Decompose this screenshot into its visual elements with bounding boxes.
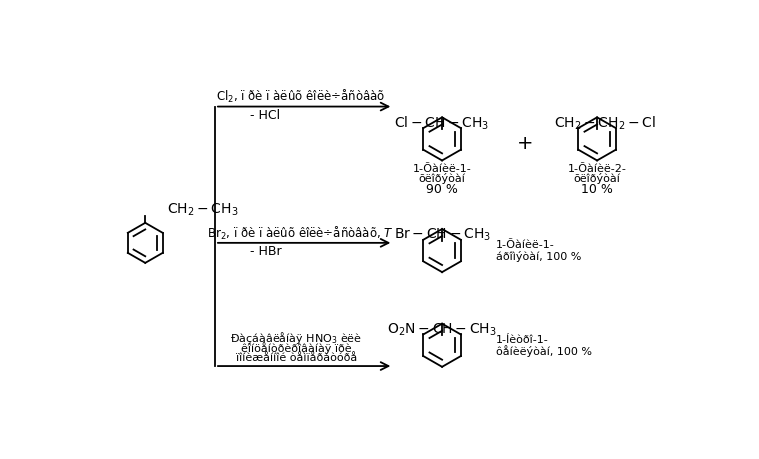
Text: õëîðýòàí: õëîðýòàí: [419, 173, 465, 184]
Text: - HBr: - HBr: [250, 245, 282, 257]
Text: êîíöåíòðèðîâàíàÿ ïðè: êîíöåíòðèðîâàíàÿ ïðè: [241, 341, 351, 353]
Text: õëîðýòàí: õëîðýòàí: [574, 173, 621, 184]
Text: $\mathregular{Br_2}$, ï ðè ï àëûõ êîëè÷åñòâàõ, $\mathit{T}$: $\mathregular{Br_2}$, ï ðè ï àëûõ êîëè÷å…: [207, 224, 394, 241]
Text: $\mathregular{Br-CH-CH_3}$: $\mathregular{Br-CH-CH_3}$: [394, 226, 490, 242]
Text: $\mathregular{Cl-CH-CH_3}$: $\mathregular{Cl-CH-CH_3}$: [395, 114, 490, 131]
Text: Ðàçáàâëåíàÿ HNO$_3$ èëè: Ðàçáàâëåíàÿ HNO$_3$ èëè: [230, 329, 362, 345]
Text: 1-Õàíèë-1-: 1-Õàíèë-1-: [496, 240, 555, 250]
Text: ïîíèæåííîé òåìïåðàòóðå: ïîíèæåííîé òåìïåðàòóðå: [236, 352, 357, 362]
Text: 10 %: 10 %: [581, 182, 613, 195]
Text: áðîìýòàí, 100 %: áðîìýòàí, 100 %: [496, 250, 581, 261]
Text: +: +: [517, 134, 534, 153]
Text: $\mathregular{CH_2-CH_3}$: $\mathregular{CH_2-CH_3}$: [167, 202, 238, 218]
Text: 1-Íèòðî-1-: 1-Íèòðî-1-: [496, 334, 549, 344]
Text: $\mathregular{Cl_2}$, ï ðè ï àëûõ êîëè÷åñòâàõ: $\mathregular{Cl_2}$, ï ðè ï àëûõ êîëè÷å…: [216, 88, 385, 105]
Text: - HCl: - HCl: [250, 108, 280, 122]
Text: ôåíèëýòàí, 100 %: ôåíèëýòàí, 100 %: [496, 344, 592, 356]
Text: 1-Õàíèë-1-: 1-Õàíèë-1-: [413, 164, 471, 174]
Text: 90 %: 90 %: [426, 182, 458, 195]
Text: $\mathregular{O_2N-CH-CH_3}$: $\mathregular{O_2N-CH-CH_3}$: [387, 320, 497, 337]
Text: 1-Õàíèë-2-: 1-Õàíèë-2-: [568, 164, 626, 174]
Text: $\mathregular{CH_2-CH_2-Cl}$: $\mathregular{CH_2-CH_2-Cl}$: [554, 114, 656, 131]
